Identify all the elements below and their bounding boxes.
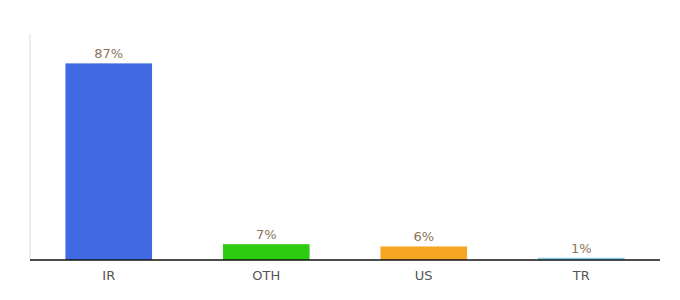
x-tick-label: IR <box>102 268 115 283</box>
bar <box>223 244 310 260</box>
data-label: 7% <box>256 227 277 242</box>
bars <box>65 63 624 260</box>
y-axis-line <box>30 34 31 260</box>
data-label: 6% <box>413 229 434 244</box>
x-axis-line <box>30 259 660 261</box>
bar <box>65 63 152 260</box>
data-label: 87% <box>94 46 123 61</box>
bar <box>380 246 467 260</box>
x-tick-label: US <box>415 268 433 283</box>
x-tick-label: TR <box>572 268 590 283</box>
x-tick-label: OTH <box>252 268 280 283</box>
chart-container: 87% 7% 6% 1% IR OTH US TR <box>0 0 680 300</box>
data-label: 1% <box>571 241 592 256</box>
chart: 87% 7% 6% 1% IR OTH US TR <box>0 0 680 300</box>
